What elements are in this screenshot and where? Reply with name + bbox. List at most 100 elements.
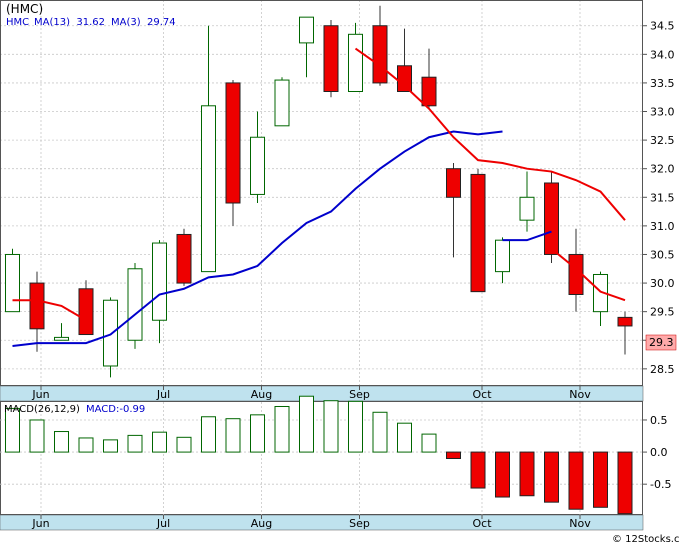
candle [225,80,241,226]
macd-bar-negative [544,451,559,503]
candle-body-down [544,182,559,255]
candle-body-down [446,168,461,198]
macd-bar-negative [446,451,461,460]
macd-bar-positive [274,405,290,453]
legend-ma3: MA(3) 29.74 [111,17,176,28]
macd-bar-negative [568,451,584,510]
macd-bar-positive [5,407,20,453]
macd-bar-positive [176,436,192,453]
macd-bar-positive [103,439,118,453]
price-panel: 28.529.029.530.030.531.031.532.032.533.0… [0,0,677,386]
candle-body-down [78,288,94,336]
ma3-line [354,47,626,221]
candle [397,28,412,92]
price-y-tick-label: 29.5 [650,306,675,319]
candle-body-down [323,25,339,92]
candle [617,311,633,355]
candle [152,240,167,344]
macd-bar-negative [495,451,510,498]
candle-body-up [495,239,510,273]
macd-bar-positive [250,414,265,453]
price-y-tick-label: 31.0 [650,220,675,233]
macd-bar-positive [201,416,216,453]
macd-bar-positive [348,400,363,453]
price-x-tick-label: Nov [569,388,591,401]
macd-bar-positive [54,431,69,453]
price-y-tick-label: 28.5 [650,363,675,376]
candle-body-down [372,25,388,84]
candle [250,111,265,204]
macd-x-tick-label: Sep [349,517,370,530]
candle-body-up [103,299,118,367]
candle [323,20,339,98]
candle [544,171,559,264]
candle [421,48,437,109]
candle [593,271,608,326]
candle [446,162,461,258]
price-x-tick-label: Jul [156,388,170,401]
candle-body-down [29,282,45,330]
chart-title: (HMC) [6,2,43,16]
price-y-tick-label: 33.5 [650,77,675,90]
macd-x-tick-label: Jun [31,517,49,530]
candle-body-up [5,253,20,313]
candle-body-up [152,242,167,321]
macd-bar-positive [152,431,167,453]
price-y-axis: 28.529.029.530.030.531.031.532.032.533.0… [643,20,675,376]
price-x-tick-label: Sep [349,388,370,401]
macd-x-tick-label: Jul [156,517,170,530]
candle [201,25,216,273]
candle [519,171,535,232]
macd-bar-negative [470,451,486,489]
candle-body-up [54,336,69,341]
macd-bar-positive [225,418,241,453]
ma13-line [12,130,503,347]
price-x-tick-label: Oct [472,388,492,401]
candle-body-down [176,233,192,284]
moving-average-series [12,47,626,347]
macd-bar-positive [421,433,437,453]
candle-body-down [225,82,241,204]
price-x-tick-label: Jun [31,388,49,401]
candle [470,168,486,293]
candle [568,228,584,312]
price-x-tick-label: Aug [251,388,272,401]
price-x-axis: Jun Jul Aug Sep Oct Nov [0,385,644,402]
last-price-label: 29.3 [649,336,674,349]
price-y-tick-label: 33.0 [650,106,675,119]
candle [348,22,363,92]
candle-body-down [421,76,437,107]
macd-y-axis: 0.5 0.0 -0.5 [643,414,671,491]
candle-body-up [127,268,143,341]
macd-bar-positive [397,422,412,453]
macd-bar-positive [323,400,339,453]
copyright-text: © 12Stocks.com [612,534,680,545]
ma3-line [550,247,626,302]
candle [176,228,192,286]
macd-y-tick-label: 0.0 [650,446,668,459]
macd-panel: 0.5 0.0 -0.5 MACD(26,12,9) MACD:-0.99 [0,395,671,515]
macd-x-axis: Jun Jul Aug Sep Oct Nov [0,514,644,531]
macd-y-tick-label: 0.5 [650,414,668,427]
macd-bar-positive [78,437,94,453]
candle-body-up [299,16,314,44]
candle [5,248,20,313]
price-legend: (HMC) HMC MA(13) 31.62 MA(3) 29.74 [6,2,176,28]
macd-bar-negative [519,451,535,497]
price-gridlines [0,0,643,386]
candle [29,271,45,352]
macd-value-label: MACD:-0.99 [86,404,145,415]
candle-body-down [397,65,412,92]
price-y-tick-label: 32.0 [650,163,675,176]
macd-x-tick-label: Aug [251,517,272,530]
ma13-line [502,230,552,242]
macd-bar-positive [372,411,388,453]
candle [127,263,143,349]
macd-x-tick-label: Nov [569,517,591,530]
macd-bar-negative [593,451,608,508]
price-y-tick-label: 30.0 [650,277,675,290]
price-y-tick-label: 31.5 [650,191,675,204]
price-y-tick-label: 34.0 [650,48,675,61]
candle [274,77,290,127]
